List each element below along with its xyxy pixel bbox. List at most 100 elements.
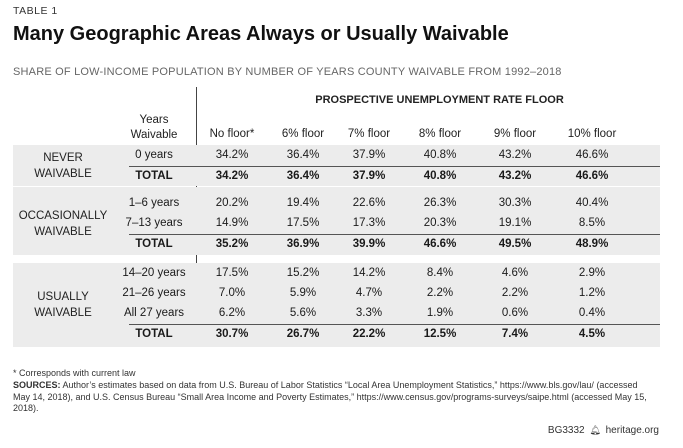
- column-header: 7% floor: [347, 128, 391, 140]
- years-header-line1: Years: [139, 114, 169, 126]
- sources-text: Author’s estimates based on data from U.…: [13, 380, 647, 413]
- table-cell: 36.4%: [286, 149, 320, 161]
- subtitle: SHARE OF LOW-INCOME POPULATION BY NUMBER…: [13, 66, 562, 78]
- table-cell: 2.2%: [501, 287, 529, 299]
- sources: SOURCES: Author’s estimates based on dat…: [13, 380, 653, 415]
- table-cell: 46.6%: [575, 170, 609, 182]
- table-cell: 26.7%: [286, 328, 320, 340]
- table-total-row: TOTAL 35.2% 36.9% 39.9% 46.6% 49.5% 48.9%: [13, 235, 660, 255]
- table-cell: 43.2%: [498, 170, 532, 182]
- table-cell: 22.6%: [352, 197, 386, 209]
- row-years-label: TOTAL: [135, 238, 173, 250]
- sources-label: SOURCES:: [13, 380, 61, 390]
- table-cell: 19.4%: [286, 197, 320, 209]
- table-cell: 39.9%: [352, 238, 386, 250]
- table-cell: 30.3%: [498, 197, 532, 209]
- table-cell: 8.4%: [426, 267, 454, 279]
- table-cell: 0.6%: [501, 307, 529, 319]
- bell-icon: 🔔︎: [589, 425, 601, 435]
- table-cell: 4.7%: [355, 287, 383, 299]
- table-cell: 5.6%: [289, 307, 317, 319]
- table-cell: 7.0%: [218, 287, 246, 299]
- column-header: 9% floor: [493, 128, 537, 140]
- column-header: 10% floor: [567, 128, 617, 140]
- table-cell: 30.7%: [215, 328, 249, 340]
- table-cell: 15.2%: [286, 267, 320, 279]
- row-years-label: TOTAL: [135, 170, 173, 182]
- table-cell: 3.3%: [355, 307, 383, 319]
- table-cell: 2.2%: [426, 287, 454, 299]
- table-cell: 36.9%: [286, 238, 320, 250]
- table-cell: 43.2%: [498, 149, 532, 161]
- table-cell: 8.5%: [578, 217, 606, 229]
- group-label-line2: WAIVABLE: [34, 226, 92, 238]
- group-label-line2: WAIVABLE: [34, 307, 92, 319]
- row-years-label: 1–6 years: [128, 197, 180, 209]
- table-cell: 35.2%: [215, 238, 249, 250]
- table-cell: 2.9%: [578, 267, 606, 279]
- column-header: No floor*: [209, 128, 255, 140]
- table-cell: 37.9%: [352, 149, 386, 161]
- footer-code: BG3332: [547, 425, 585, 436]
- table-cell: 20.3%: [423, 217, 457, 229]
- table-cell: 19.1%: [498, 217, 532, 229]
- table-cell: 17.3%: [352, 217, 386, 229]
- row-years-label: 21–26 years: [122, 287, 186, 299]
- table-cell: 22.2%: [352, 328, 386, 340]
- table-row: 14–20 years 17.5% 15.2% 14.2% 8.4% 4.6% 2.9%: [13, 264, 660, 284]
- table-cell: 40.8%: [423, 149, 457, 161]
- table-row: 0 years 34.2% 36.4% 37.9% 40.8% 43.2% 46.6%: [13, 146, 660, 166]
- table-cell: 46.6%: [575, 149, 609, 161]
- table-cell: 40.8%: [423, 170, 457, 182]
- table-cell: 4.6%: [501, 267, 529, 279]
- footer: BG3332 🔔︎ heritage.org: [548, 425, 659, 436]
- group-label-line1: USUALLY: [37, 291, 89, 303]
- table-cell: 1.9%: [426, 307, 454, 319]
- total-rule: [129, 234, 660, 235]
- column-header: 6% floor: [281, 128, 325, 140]
- group-band: [13, 263, 660, 347]
- footnote: * Corresponds with current law: [13, 368, 136, 378]
- footer-site: heritage.org: [605, 425, 659, 436]
- table-cell: 6.2%: [218, 307, 246, 319]
- table-cell: 1.2%: [578, 287, 606, 299]
- total-rule: [129, 324, 660, 325]
- table-cell: 46.6%: [423, 238, 457, 250]
- table-row: 1–6 years 20.2% 19.4% 22.6% 26.3% 30.3% 40.4%: [13, 194, 660, 214]
- table-row: 21–26 years 7.0% 5.9% 4.7% 2.2% 2.2% 1.2%: [13, 284, 660, 304]
- row-years-label: 7–13 years: [125, 217, 183, 229]
- table-row: 7–13 years 14.9% 17.5% 17.3% 20.3% 19.1% 8.5%: [13, 214, 660, 234]
- table-total-row: TOTAL 34.2% 36.4% 37.9% 40.8% 43.2% 46.6%: [13, 167, 660, 187]
- column-header: 8% floor: [418, 128, 462, 140]
- row-years-label: TOTAL: [135, 328, 173, 340]
- table-cell: 4.5%: [578, 328, 606, 340]
- table-cell: 48.9%: [575, 238, 609, 250]
- group-label-line1: NEVER: [43, 152, 83, 164]
- table-cell: 34.2%: [215, 170, 249, 182]
- table-cell: 20.2%: [215, 197, 249, 209]
- table-cell: 7.4%: [501, 328, 529, 340]
- super-header: PROSPECTIVE UNEMPLOYMENT RATE FLOOR: [315, 94, 564, 106]
- table-cell: 36.4%: [286, 170, 320, 182]
- group-label-line2: WAIVABLE: [34, 168, 92, 180]
- table-cell: 34.2%: [215, 149, 249, 161]
- table-cell: 0.4%: [578, 307, 606, 319]
- group-band: [13, 145, 660, 186]
- group-band: [13, 187, 660, 255]
- table-cell: 26.3%: [423, 197, 457, 209]
- table-cell: 14.2%: [352, 267, 386, 279]
- total-rule: [129, 166, 660, 167]
- row-years-label: All 27 years: [123, 307, 185, 319]
- table-row: All 27 years 6.2% 5.6% 3.3% 1.9% 0.6% 0.4%: [13, 304, 660, 324]
- table-total-row: TOTAL 30.7% 26.7% 22.2% 12.5% 7.4% 4.5%: [13, 325, 660, 345]
- table-cell: 17.5%: [286, 217, 320, 229]
- table-label: TABLE 1: [13, 5, 58, 17]
- row-years-label: 14–20 years: [122, 267, 186, 279]
- years-header-line2: Waivable: [130, 129, 178, 141]
- table-cell: 49.5%: [498, 238, 532, 250]
- table-cell: 37.9%: [352, 170, 386, 182]
- table-cell: 17.5%: [215, 267, 249, 279]
- table-cell: 40.4%: [575, 197, 609, 209]
- table-cell: 5.9%: [289, 287, 317, 299]
- table-cell: 12.5%: [423, 328, 457, 340]
